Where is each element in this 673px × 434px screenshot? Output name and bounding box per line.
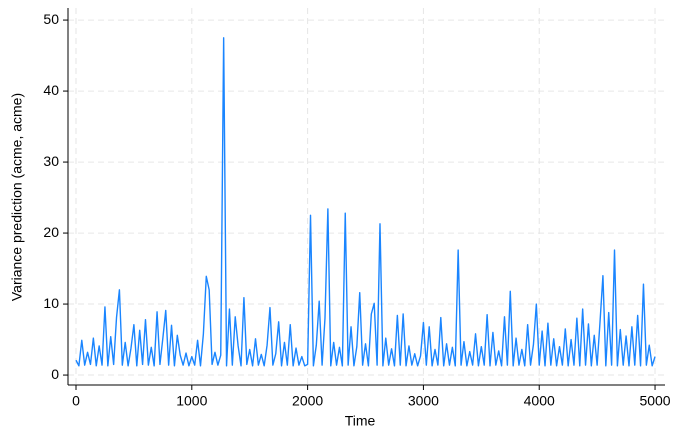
y-tick-label: 40 [43,82,59,98]
y-tick-label: 0 [51,366,59,382]
y-tick-label: 10 [43,295,59,311]
x-tick-label: 3000 [408,393,439,409]
x-axis-label: Time [345,413,376,429]
y-tick-label: 50 [43,11,59,27]
y-tick-label: 20 [43,224,59,240]
x-tick-label: 1000 [176,393,207,409]
x-tick-label: 5000 [639,393,670,409]
x-tick-label: 2000 [292,393,323,409]
data-line [75,37,656,367]
x-tick-label: 0 [72,393,80,409]
x-tick-label: 4000 [524,393,555,409]
y-tick-label: 30 [43,153,59,169]
y-axis-label: Variance prediction (acme, acme) [9,93,25,301]
